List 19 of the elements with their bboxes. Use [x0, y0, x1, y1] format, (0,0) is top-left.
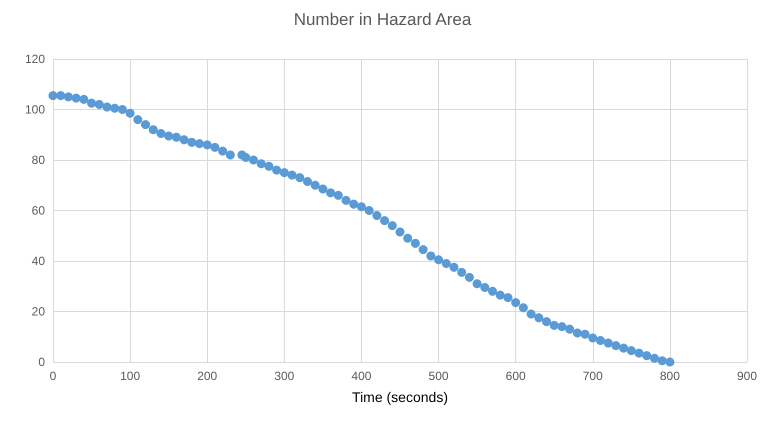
y-tick-label: 80 — [32, 153, 46, 167]
x-tick-label: 300 — [274, 369, 295, 383]
y-tick-label: 40 — [32, 254, 46, 268]
y-tick-label: 120 — [24, 52, 46, 66]
y-tick-label: 20 — [32, 304, 46, 318]
x-tick-label: 500 — [428, 369, 449, 383]
y-tick-label: 60 — [32, 204, 46, 218]
x-tick-label: 0 — [50, 369, 57, 383]
y-tick-label: 0 — [38, 355, 46, 369]
x-tick-label: 800 — [660, 369, 680, 383]
x-axis-title: Time (seconds) — [352, 389, 448, 405]
x-tick-label: 200 — [197, 369, 218, 383]
chart-title: Number in Hazard Area — [294, 10, 472, 29]
x-tick-label: 700 — [582, 369, 604, 383]
x-tick-label: 100 — [120, 369, 140, 383]
y-tick-label: 100 — [24, 102, 46, 116]
x-tick-label: 400 — [351, 369, 372, 383]
x-tick-label: 900 — [736, 369, 758, 383]
x-tick-label: 600 — [506, 369, 526, 383]
